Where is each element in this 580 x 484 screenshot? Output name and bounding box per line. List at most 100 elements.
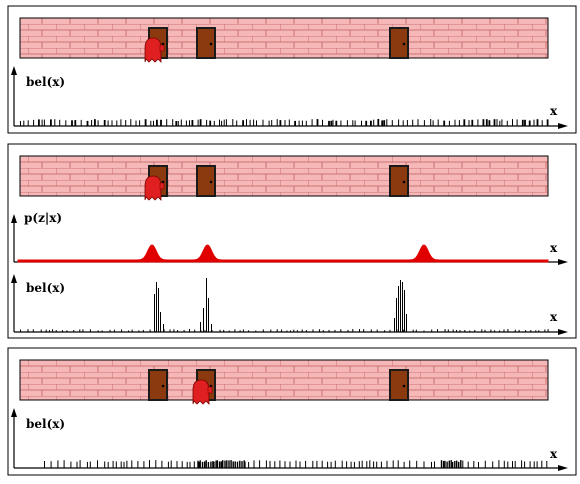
belief-sample-bar bbox=[167, 461, 169, 468]
belief-sample-bar bbox=[160, 119, 162, 126]
belief-sample-bar bbox=[521, 119, 524, 126]
belief-sample-bar bbox=[432, 120, 434, 126]
belief-sample-bar bbox=[536, 119, 539, 126]
belief-sample-bar bbox=[41, 119, 43, 126]
belief-sample-bar bbox=[529, 461, 531, 468]
belief-sample-bar bbox=[173, 329, 175, 332]
belief-sample-bar bbox=[242, 329, 244, 332]
belief-sample-bar bbox=[328, 120, 330, 126]
belief-sample-bar bbox=[65, 120, 67, 126]
belief-sample-bar bbox=[259, 460, 261, 468]
belief-sample-bar bbox=[311, 119, 313, 126]
belief-sample-bar bbox=[305, 120, 307, 126]
bel-label-panel-3: bel(x) bbox=[26, 417, 65, 431]
belief-sample-bar bbox=[107, 120, 109, 126]
belief-sample-bar bbox=[454, 119, 456, 126]
belief-sample-bar bbox=[296, 330, 298, 332]
belief-sample-bar bbox=[199, 119, 202, 126]
belief-sample-bar bbox=[113, 329, 115, 332]
belief-sample-bar bbox=[335, 120, 338, 126]
belief-sample-bar bbox=[253, 119, 255, 126]
belief-sample-bar bbox=[161, 460, 163, 468]
belief-sample-bar bbox=[79, 460, 81, 468]
belief-sample-bar bbox=[346, 120, 348, 126]
belief-sample-bar bbox=[361, 460, 363, 468]
belief-sample-bar bbox=[301, 329, 303, 332]
belief-sample-bar bbox=[301, 120, 303, 126]
belief-sample-bar bbox=[219, 119, 220, 126]
belief-sample-bar bbox=[128, 330, 129, 332]
belief-sample-bar bbox=[180, 119, 182, 126]
belief-sample-bar bbox=[248, 462, 250, 468]
belief-sample-bar bbox=[156, 119, 158, 126]
bel-label-panel-2: bel(x) bbox=[26, 281, 65, 295]
belief-sample-bar bbox=[97, 120, 99, 126]
belief-sample-bar bbox=[347, 329, 349, 332]
belief-sample-bar bbox=[518, 329, 520, 332]
belief-sample-bar bbox=[440, 460, 443, 468]
belief-sample-bar bbox=[316, 119, 319, 126]
belief-sample-bar bbox=[234, 329, 236, 332]
belief-sample-bar bbox=[242, 120, 244, 126]
belief-uniform-panel-1 bbox=[20, 119, 549, 126]
belief-sample-bar bbox=[437, 329, 438, 332]
belief-sample-bar bbox=[268, 120, 270, 126]
belief-sample-bar bbox=[506, 120, 508, 126]
belief-sample-bar bbox=[293, 329, 295, 332]
belief-sample-bar bbox=[365, 120, 368, 126]
belief-sample-bar bbox=[400, 280, 401, 332]
door-icon bbox=[389, 165, 409, 197]
belief-sample-bar bbox=[120, 119, 122, 126]
belief-sample-bar bbox=[107, 461, 109, 468]
belief-sample-bar bbox=[175, 121, 178, 126]
belief-sample-bar bbox=[197, 119, 199, 126]
belief-sample-bar bbox=[206, 119, 208, 126]
belief-sample-bar bbox=[383, 120, 386, 126]
belief-sample-bar bbox=[404, 290, 405, 332]
belief-sample-bar bbox=[469, 330, 471, 332]
robot-icon bbox=[192, 379, 213, 405]
belief-sample-bar bbox=[541, 120, 543, 126]
belief-sample-bar bbox=[194, 329, 196, 332]
belief-sample-bar bbox=[55, 330, 57, 332]
belief-sample-bar bbox=[289, 461, 291, 468]
belief-sample-bar bbox=[111, 120, 113, 126]
belief-sample-bar bbox=[112, 460, 114, 468]
belief-sample-bar bbox=[350, 461, 352, 468]
belief-sample-bar bbox=[198, 461, 200, 468]
robot-icon bbox=[144, 37, 165, 63]
belief-sample-bar bbox=[281, 329, 283, 332]
belief-sample-bar bbox=[57, 460, 59, 468]
panel-1-frame bbox=[7, 5, 577, 134]
door-icon bbox=[148, 369, 168, 401]
x-label-panel-3: x bbox=[550, 447, 558, 461]
belief-sample-bar bbox=[459, 330, 461, 332]
belief-sample-bar bbox=[386, 119, 388, 126]
belief-sample-bar bbox=[521, 460, 523, 468]
belief-sample-bar bbox=[442, 460, 445, 468]
belief-sample-bar bbox=[126, 460, 128, 468]
belief-sample-bar bbox=[44, 461, 45, 468]
belief-sample-bar bbox=[494, 330, 496, 332]
belief-sample-bar bbox=[223, 119, 225, 126]
belief-sample-bar bbox=[412, 329, 414, 332]
belief-sample-bar bbox=[397, 460, 399, 468]
belief-sample-bar bbox=[232, 119, 234, 126]
belief-sample-bar bbox=[391, 120, 393, 126]
belief-sample-bar bbox=[512, 461, 513, 468]
belief-sample-bar bbox=[389, 329, 391, 332]
belief-sample-bar bbox=[346, 461, 348, 468]
belief-sample-bar bbox=[228, 460, 230, 468]
belief-sample-bar bbox=[45, 329, 47, 332]
belief-sample-bar bbox=[279, 120, 282, 126]
belief-sample-bar bbox=[249, 119, 251, 126]
belief-sample-bar bbox=[430, 119, 432, 126]
belief-sample-bar bbox=[158, 288, 159, 332]
belief-sample-bar bbox=[104, 461, 106, 468]
belief-sample-bar bbox=[82, 329, 84, 332]
belief-sample-bar bbox=[493, 119, 496, 126]
belief-sample-bar bbox=[377, 119, 380, 126]
belief-sample-bar bbox=[322, 119, 323, 126]
belief-sample-bar bbox=[443, 120, 446, 126]
belief-sample-bar bbox=[183, 329, 185, 332]
